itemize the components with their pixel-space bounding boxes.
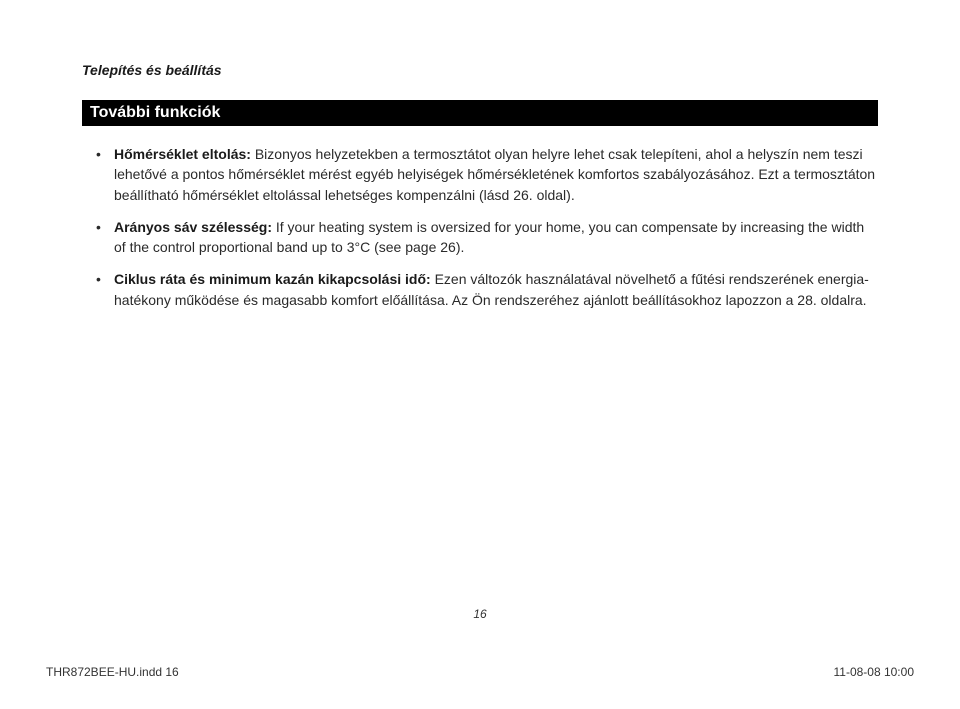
page-header: Telepítés és beállítás (82, 62, 878, 78)
bullet-lead: Ciklus ráta és minimum kazán kikapcsolás… (114, 271, 431, 287)
bullet-lead: Arányos sáv szélesség: (114, 219, 272, 235)
list-item: Ciklus ráta és minimum kazán kikapcsolás… (96, 269, 878, 310)
section-title: További funkciók (82, 100, 878, 126)
page-number: 16 (0, 607, 960, 621)
footer-right: 11-08-08 10:00 (833, 665, 914, 679)
print-footer: THR872BEE-HU.indd 16 11-08-08 10:00 (46, 665, 914, 679)
bullet-list: Hőmérséklet eltolás: Bizonyos helyzetekb… (96, 144, 878, 310)
list-item: Hőmérséklet eltolás: Bizonyos helyzetekb… (96, 144, 878, 205)
list-item: Arányos sáv szélesség: If your heating s… (96, 217, 878, 258)
bullet-lead: Hőmérséklet eltolás: (114, 146, 251, 162)
footer-left: THR872BEE-HU.indd 16 (46, 665, 179, 679)
